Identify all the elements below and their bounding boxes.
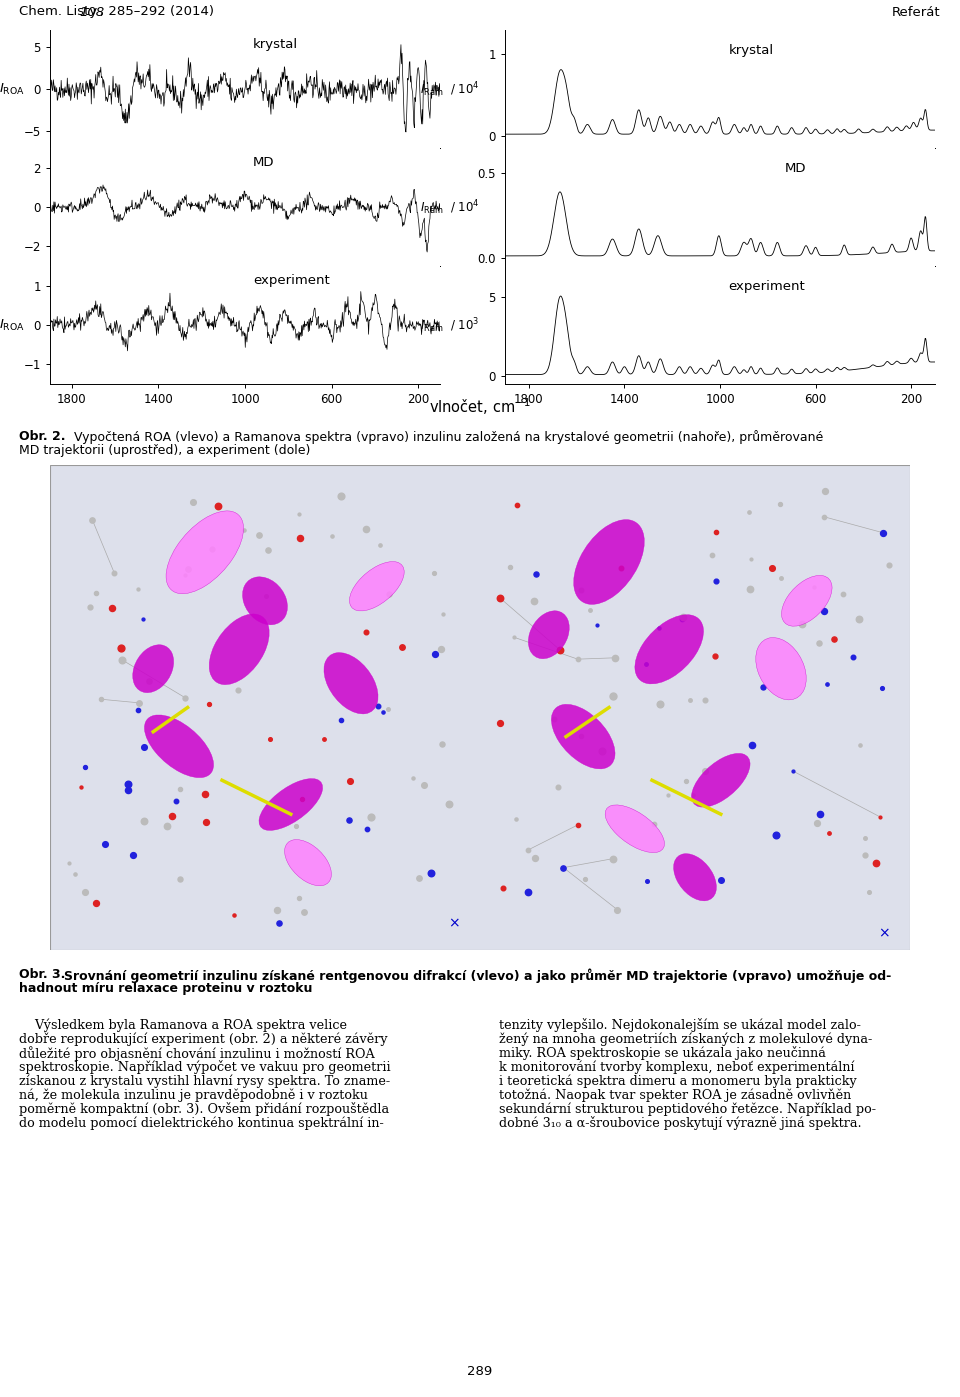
Ellipse shape	[166, 511, 244, 594]
Text: krystal: krystal	[252, 38, 298, 52]
Text: experiment: experiment	[729, 281, 805, 293]
Ellipse shape	[144, 715, 213, 778]
Text: ×: ×	[878, 926, 890, 940]
Text: MD trajektorii (uprostřed), a experiment (dole): MD trajektorii (uprostřed), a experiment…	[19, 444, 311, 457]
Ellipse shape	[551, 704, 615, 768]
Text: poměrně kompaktní (obr. 3). Ovšem přidání rozpouštědla: poměrně kompaktní (obr. 3). Ovšem přidán…	[19, 1102, 390, 1116]
Text: Výsledkem byla Ramanova a ROA spektra velice: Výsledkem byla Ramanova a ROA spektra ve…	[19, 1018, 348, 1031]
Text: $I_{\rm Ram}$  / $10^4$: $I_{\rm Ram}$ / $10^4$	[420, 80, 480, 99]
Text: 289: 289	[468, 1365, 492, 1379]
Text: ×: ×	[448, 916, 460, 930]
Ellipse shape	[243, 577, 287, 624]
Ellipse shape	[259, 778, 323, 830]
Text: Referát: Referát	[892, 6, 941, 18]
Text: MD: MD	[252, 156, 275, 169]
Text: do modelu pomocí dielektrického kontinua spektrální in-: do modelu pomocí dielektrického kontinua…	[19, 1116, 384, 1130]
Ellipse shape	[132, 645, 174, 693]
Text: 108: 108	[80, 6, 105, 18]
Ellipse shape	[691, 753, 750, 807]
Text: MD: MD	[784, 162, 806, 175]
Text: Obr. 3.: Obr. 3.	[19, 968, 65, 981]
Ellipse shape	[605, 805, 664, 852]
Text: získanou z krystalu vystihl hlavní rysy spektra. To zname-: získanou z krystalu vystihl hlavní rysy …	[19, 1074, 391, 1087]
Text: Obr. 2.: Obr. 2.	[19, 430, 65, 443]
Text: tenzity vylepšilo. Nejdokonalejším se ukázal model zalo-: tenzity vylepšilo. Nejdokonalejším se uk…	[499, 1018, 861, 1032]
Text: žený na mnoha geometriích získaných z molekulové dyna-: žený na mnoha geometriích získaných z mo…	[499, 1032, 873, 1045]
Text: dobře reprodukující experiment (obr. 2) a některé závěry: dobře reprodukující experiment (obr. 2) …	[19, 1032, 388, 1045]
Ellipse shape	[324, 652, 378, 714]
Text: totožná. Naopak tvar spekter ROA je zásadně ovlivňěn: totožná. Naopak tvar spekter ROA je zása…	[499, 1088, 852, 1101]
Text: i teoretická spektra dimeru a monomeru byla prakticky: i teoretická spektra dimeru a monomeru b…	[499, 1074, 857, 1087]
Ellipse shape	[528, 610, 569, 659]
Text: spektroskopie. Například výpočet ve vakuu pro geometrii: spektroskopie. Například výpočet ve vaku…	[19, 1060, 391, 1074]
Text: sekundární strukturou peptidového řetězce. Například po-: sekundární strukturou peptidového řetězc…	[499, 1102, 876, 1115]
Text: $I_{\rm Ram}$  / $10^4$: $I_{\rm Ram}$ / $10^4$	[420, 198, 480, 217]
Text: experiment: experiment	[252, 274, 329, 288]
Text: $I_{\rm ROA}$: $I_{\rm ROA}$	[0, 81, 25, 96]
Text: k monitorování tvorby komplexu, neboť experimentální: k monitorování tvorby komplexu, neboť ex…	[499, 1060, 854, 1073]
Ellipse shape	[284, 840, 331, 886]
Text: hadnout míru relaxace proteinu v roztoku: hadnout míru relaxace proteinu v roztoku	[19, 982, 313, 995]
Ellipse shape	[349, 562, 404, 610]
Ellipse shape	[781, 576, 832, 626]
Text: , 285–292 (2014): , 285–292 (2014)	[100, 6, 214, 18]
Text: Vypočtená ROA (vlevo) a Ramanova spektra (vpravo) inzulinu založená na krystalov: Vypočtená ROA (vlevo) a Ramanova spektra…	[74, 430, 823, 444]
Text: Chem. Listy: Chem. Listy	[19, 6, 102, 18]
Text: důležité pro objasnění chování inzulinu i možností ROA: důležité pro objasnění chování inzulinu …	[19, 1046, 375, 1060]
Text: miky. ROA spektroskopie se ukázala jako neučinná: miky. ROA spektroskopie se ukázala jako …	[499, 1046, 826, 1060]
Text: Srovnání geometrií inzulinu získané rentgenovou difrakcí (vlevo) a jako průměr M: Srovnání geometrií inzulinu získané rent…	[64, 968, 892, 982]
Ellipse shape	[574, 520, 644, 605]
Text: vlnočet, cm$^{-1}$: vlnočet, cm$^{-1}$	[429, 397, 531, 418]
Text: $I_{\rm ROA}$: $I_{\rm ROA}$	[0, 319, 25, 334]
Ellipse shape	[209, 613, 269, 685]
Ellipse shape	[635, 615, 704, 685]
Ellipse shape	[674, 854, 716, 901]
Text: dobné 3₁₀ a α-šroubovice poskytují výrazně jiná spektra.: dobné 3₁₀ a α-šroubovice poskytují výraz…	[499, 1116, 862, 1130]
Text: krystal: krystal	[729, 45, 774, 57]
Text: $I_{\rm Ram}$  / $10^3$: $I_{\rm Ram}$ / $10^3$	[420, 317, 480, 335]
Ellipse shape	[756, 637, 806, 700]
Text: ná, že molekula inzulinu je pravděpodobně i v roztoku: ná, že molekula inzulinu je pravděpodobn…	[19, 1088, 368, 1101]
